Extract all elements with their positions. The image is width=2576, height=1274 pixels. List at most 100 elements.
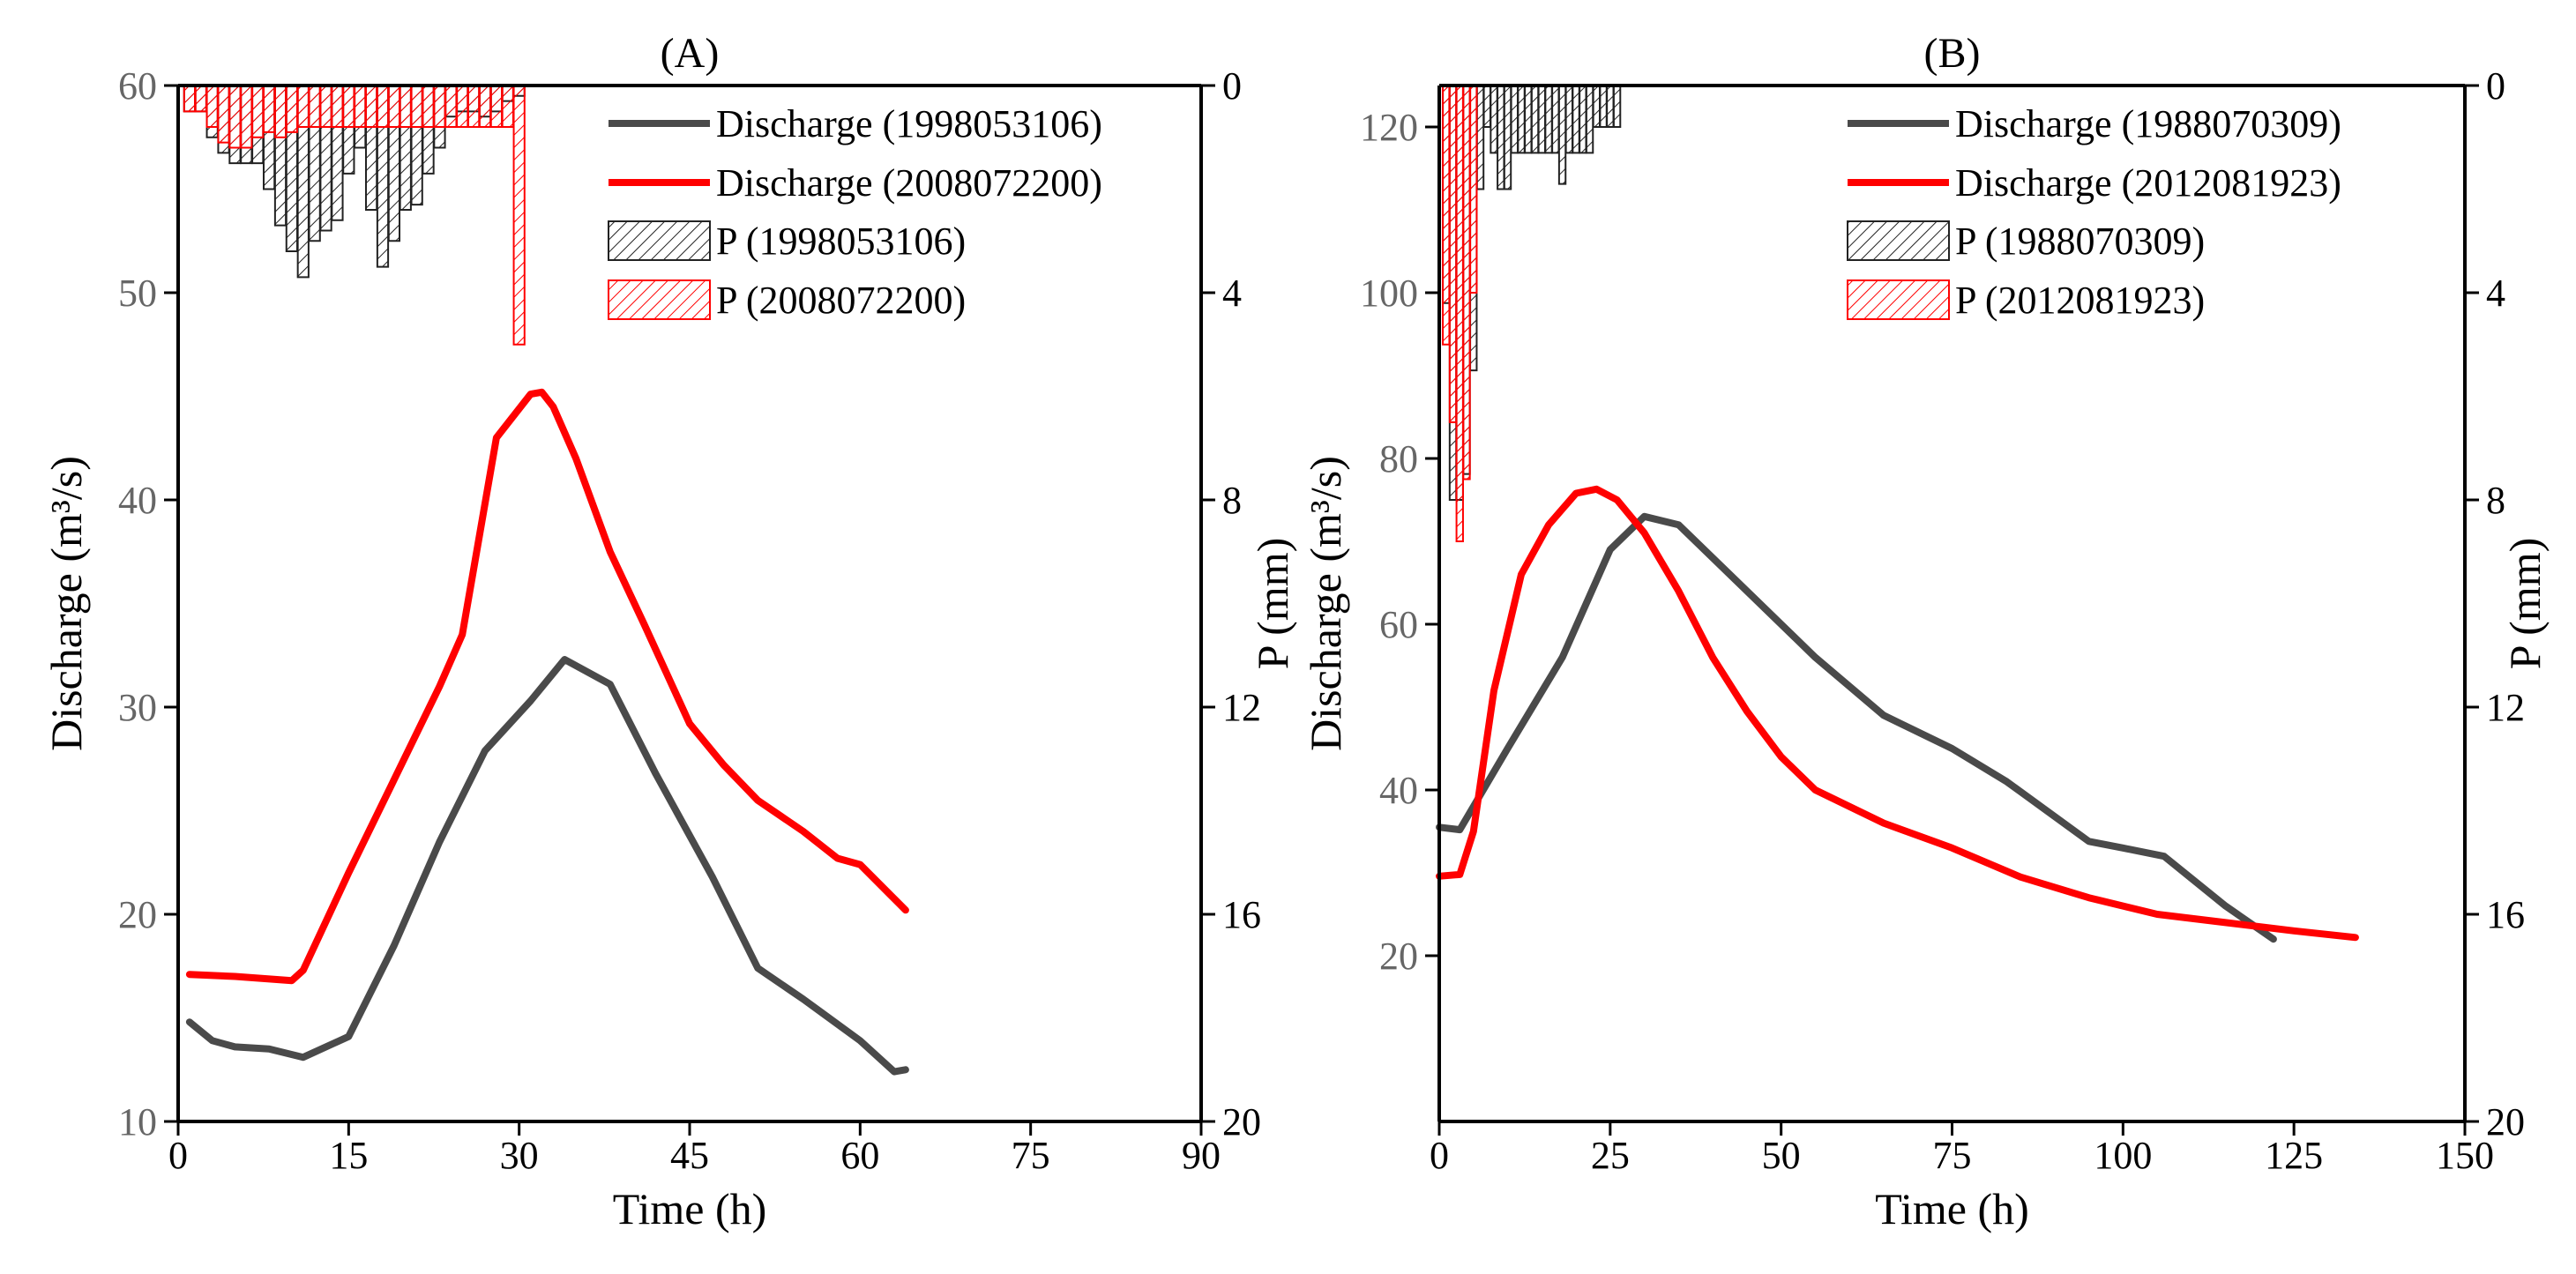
- precip-bar: [1544, 85, 1553, 154]
- precip-bar: [422, 85, 435, 128]
- panel-title: (B): [1924, 30, 1981, 77]
- legend-bar-swatch: [1847, 279, 1950, 320]
- precip-bar: [308, 85, 321, 128]
- precip-bar: [331, 85, 344, 128]
- y-axis-label: Discharge (m³/s): [1301, 456, 1350, 751]
- precip-bar: [467, 85, 481, 128]
- y-tick-label: 20: [1379, 935, 1418, 978]
- y-tick-label: 100: [1360, 272, 1418, 315]
- precip-bar: [1551, 85, 1560, 154]
- precip-bar: [228, 85, 242, 149]
- p-tick-label: 4: [2486, 272, 2505, 315]
- precip-bar: [342, 85, 355, 128]
- x-axis-label: Time (h): [1875, 1184, 2029, 1233]
- x-tick-label: 150: [2436, 1134, 2494, 1177]
- x-tick-label: 75: [1012, 1134, 1050, 1177]
- precip-bar: [1448, 85, 1458, 423]
- y-tick-label: 40: [118, 479, 157, 522]
- x-axis-label: Time (h): [613, 1184, 767, 1233]
- precip-bar: [478, 85, 492, 128]
- precip-bar: [501, 85, 514, 128]
- precip-bar: [387, 85, 401, 128]
- precip-bar: [251, 85, 265, 138]
- precip-bar: [1530, 85, 1540, 154]
- x-tick-label: 15: [329, 1134, 368, 1177]
- precip-bar: [1442, 85, 1451, 346]
- precip-bar: [1537, 85, 1546, 154]
- x-tick-label: 45: [670, 1134, 709, 1177]
- precip-bar: [444, 85, 458, 128]
- p-tick-label: 4: [1222, 272, 1242, 315]
- precip-bar: [1462, 85, 1471, 481]
- y-axis-label: Discharge (m³/s): [41, 456, 91, 751]
- precip-bar: [273, 85, 287, 138]
- precip-bar: [512, 85, 526, 346]
- precip-bar: [1503, 85, 1512, 190]
- legend-label: P (2012081923): [1955, 279, 2205, 322]
- precip-bar: [1490, 85, 1498, 154]
- precip-bar: [1557, 85, 1567, 185]
- x-tick-label: 25: [1591, 1134, 1630, 1177]
- y-tick-label: 80: [1379, 437, 1418, 481]
- p-tick-label: 16: [2486, 893, 2525, 936]
- p-tick-label: 12: [2486, 686, 2525, 729]
- legend-label: Discharge (2008072200): [716, 161, 1102, 205]
- legend-label: P (1988070309): [1955, 220, 2205, 263]
- x-tick-label: 0: [1430, 1134, 1449, 1177]
- precip-bar: [433, 85, 446, 128]
- p-tick-label: 20: [2486, 1100, 2525, 1144]
- x-tick-label: 0: [168, 1134, 188, 1177]
- p-axis-label: P (mm): [2500, 538, 2550, 670]
- p-tick-label: 20: [1222, 1100, 1261, 1144]
- precip-bar: [194, 85, 207, 113]
- p-tick-label: 0: [1222, 64, 1242, 108]
- y-tick-label: 30: [118, 686, 157, 729]
- precip-bar: [1585, 85, 1594, 154]
- discharge-line: [185, 388, 909, 985]
- precip-bar: [285, 85, 299, 133]
- y-tick-label: 60: [1379, 603, 1418, 646]
- precip-bar: [262, 85, 276, 133]
- legend-label: Discharge (1998053106): [716, 102, 1102, 145]
- y-tick-label: 60: [118, 64, 157, 108]
- precip-bar: [1612, 85, 1622, 128]
- precip-bar: [410, 85, 423, 128]
- y-tick-label: 40: [1379, 769, 1418, 812]
- precip-bar: [1524, 85, 1533, 154]
- precip-bar: [364, 85, 378, 128]
- p-tick-label: 8: [1222, 479, 1242, 522]
- precip-bar: [354, 85, 367, 128]
- legend-label: P (2008072200): [716, 279, 966, 322]
- precip-bar: [183, 85, 197, 113]
- precip-bar: [376, 85, 390, 128]
- precip-bar: [456, 85, 469, 128]
- x-tick-label: 125: [2265, 1134, 2323, 1177]
- x-tick-label: 100: [2094, 1134, 2152, 1177]
- legend-bar-swatch: [1847, 220, 1950, 261]
- legend-label: Discharge (1988070309): [1955, 102, 2341, 145]
- precip-bar: [1455, 85, 1464, 542]
- precip-bar: [1572, 85, 1580, 154]
- precip-bar: [1599, 85, 1608, 128]
- precip-bar: [1469, 85, 1478, 294]
- precip-bar: [1482, 85, 1491, 128]
- precip-bar: [1510, 85, 1519, 154]
- precip-bar: [1592, 85, 1602, 128]
- discharge-line: [1436, 512, 2277, 943]
- precip-bar: [240, 85, 253, 149]
- y-tick-label: 10: [118, 1100, 157, 1144]
- precip-bar: [1606, 85, 1615, 128]
- precip-bar: [1517, 85, 1526, 154]
- legend-bar-swatch: [608, 220, 711, 261]
- precip-bar: [205, 85, 219, 128]
- legend-bar-swatch: [608, 279, 711, 320]
- x-tick-label: 90: [1182, 1134, 1221, 1177]
- p-axis-label: P (mm): [1248, 538, 1297, 670]
- x-tick-label: 50: [1762, 1134, 1801, 1177]
- legend-label: Discharge (2012081923): [1955, 161, 2341, 205]
- y-tick-label: 50: [118, 272, 157, 315]
- p-tick-label: 0: [2486, 64, 2505, 108]
- precip-bar: [1497, 85, 1505, 190]
- panel-a: (A) 0 15 30 45 60 75 90 10 20 30 40 50 60 0 4 8 12 16 20 Tim…: [41, 30, 1297, 1233]
